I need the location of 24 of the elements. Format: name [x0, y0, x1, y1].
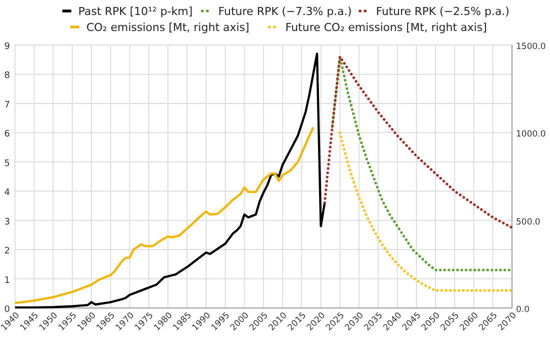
y2-tick-label: 500.0 [516, 217, 540, 228]
y-tick-label: 3 [4, 217, 10, 228]
y-tick-label: 5 [4, 158, 10, 169]
y2-tick-label: 1000.0 [516, 130, 546, 140]
y-tick-label: 1 [4, 276, 10, 286]
legend-label: Future CO₂ emissions [Mt, right axis] [285, 21, 487, 34]
line-series [14, 52, 326, 309]
line-series [338, 131, 514, 292]
y2-tick-label: 0.0 [516, 305, 530, 315]
y-tick-label: 2 [4, 246, 10, 257]
legend-label: CO₂ emissions [Mt, right axis] [86, 21, 250, 34]
y-tick-label: 7 [4, 100, 10, 110]
legend-label: Past RPK [10¹² p-km] [78, 5, 193, 18]
y-tick-label: 4 [4, 188, 10, 198]
y-tick-label: 8 [4, 71, 10, 82]
legend-label: Future RPK (−2.5% p.a.) [376, 5, 510, 18]
legend-label: Future RPK (−7.3% p.a.) [218, 5, 352, 18]
line-series [323, 55, 514, 229]
y-tick-label: 0 [4, 305, 10, 315]
y-tick-label: 9 [4, 42, 10, 52]
line-series [331, 55, 514, 272]
line-series [14, 126, 314, 304]
y2-tick-label: 1500.0 [516, 42, 546, 52]
y-tick-label: 6 [4, 130, 10, 140]
